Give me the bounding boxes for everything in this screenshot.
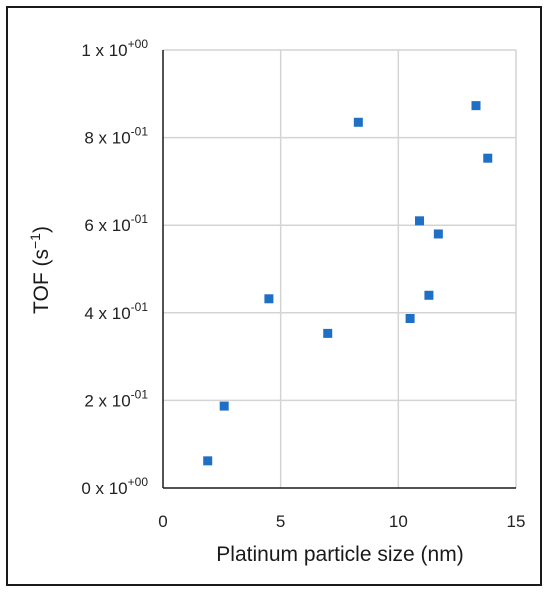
data-point-2 [264,294,274,304]
data-point-6 [415,216,425,226]
y-axis-title-exponent: −1 [27,233,43,249]
data-point-4 [353,117,363,127]
grid [163,49,517,488]
x-tick-label-0: 0 [158,512,167,531]
y-axis-title: TOF (s−1) [27,226,53,314]
data-point-9 [471,101,481,111]
y-tick-labels: 0 x 10+00 2 x 10-01 4 x 10-01 6 x 10-01 8 x … [81,37,148,498]
y-tick-label-4: 8 x 10-01 [84,125,148,148]
y-tick-label-1: 2 x 10-01 [84,387,148,410]
y-tick-label-5: 1 x 10+00 [81,37,148,60]
axes [162,50,516,489]
y-tick-label-2: 4 x 10-01 [84,300,148,323]
x-tick-label-2: 10 [389,512,408,531]
y-tick-label-0: 0 x 10+00 [81,475,148,498]
y-tick-label-3: 6 x 10-01 [84,212,148,235]
data-points [203,101,493,466]
x-tick-label-3: 15 [507,512,526,531]
x-tick-label-1: 5 [276,512,285,531]
y-axis-title-main: TOF (s [30,249,53,314]
data-point-3 [323,328,333,338]
data-point-8 [433,229,443,239]
data-point-5 [405,313,415,323]
chart-frame [6,6,542,586]
data-point-1 [219,401,229,411]
y-axis-title-close: ) [30,226,53,233]
x-axis-title: Platinum particle size (nm) [216,543,463,566]
data-point-10 [483,153,493,163]
data-point-7 [424,290,434,300]
data-point-0 [203,456,213,466]
x-tick-labels: 0 5 10 15 [158,512,525,531]
